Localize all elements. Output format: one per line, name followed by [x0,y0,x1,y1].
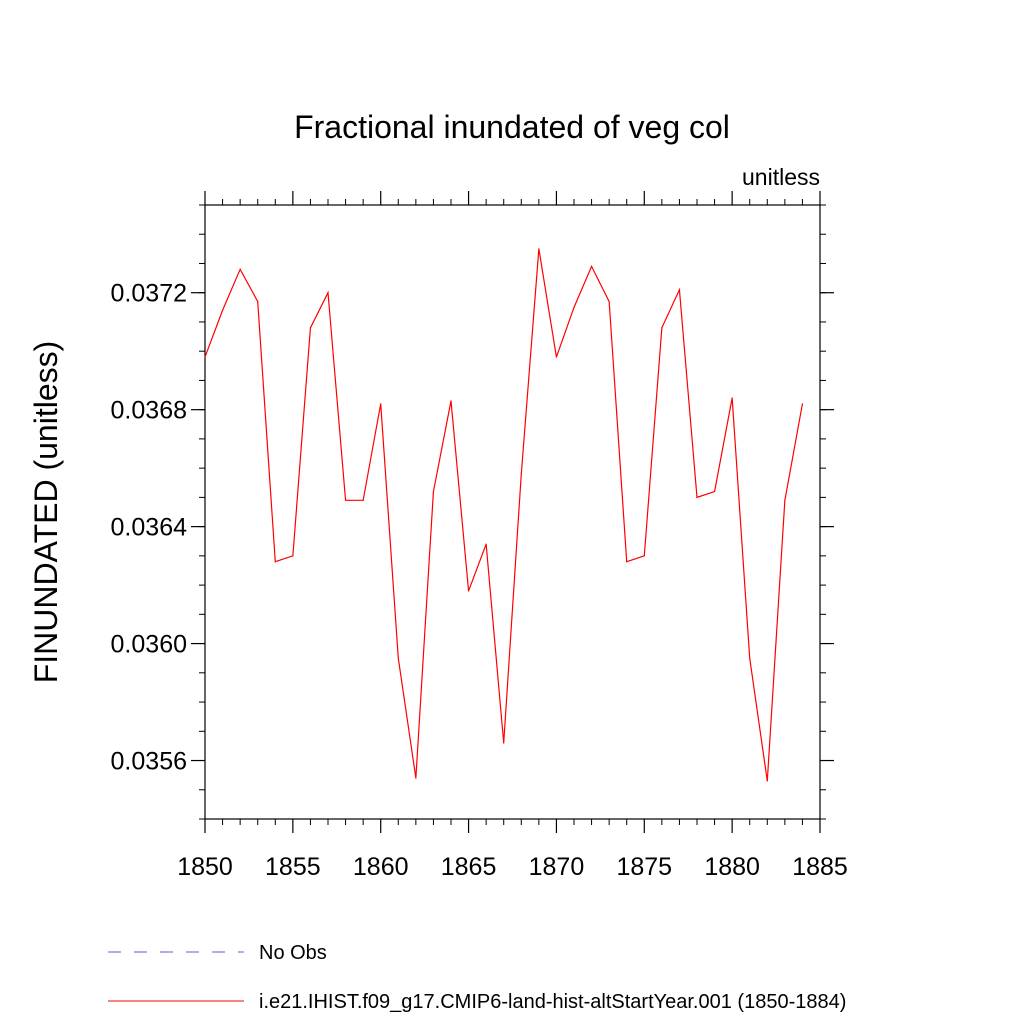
data-point [608,300,610,303]
data-point [696,496,698,498]
data-point [432,490,435,493]
data-point [503,742,505,744]
x-tick-label: 1850 [177,853,233,881]
data-point [362,499,364,501]
data-point [309,327,312,329]
data-point [766,780,768,782]
legend-label: No Obs [259,942,327,964]
x-tick-label: 1870 [529,853,585,881]
data-point [380,403,382,405]
data-point [221,309,224,311]
data-point [731,397,733,399]
x-tick-label: 1875 [616,853,672,881]
data-point [678,289,681,291]
chart-title: Fractional inundated of veg col [294,109,730,145]
data-point [520,473,522,475]
data-point [713,490,716,493]
data-point [415,777,417,779]
x-tick-label: 1860 [353,853,409,881]
y-tick-label: 0.0368 [111,397,187,425]
x-tick-label: 1885 [792,853,848,881]
data-point [450,400,452,402]
x-tick-label: 1855 [265,853,321,881]
data-point [749,657,751,659]
data-point [274,561,276,563]
y-tick-label: 0.0372 [111,280,187,308]
y-axis-label: FINUNDATED (unitless) [28,341,64,684]
data-point [257,300,259,303]
data-point [485,543,487,545]
x-tick-label: 1880 [704,853,760,881]
data-point [555,356,558,358]
data-point [327,292,329,294]
data-point [661,327,663,329]
legend-label: i.e21.IHIST.f09_g17.CMIP6-land-hist-altS… [259,991,846,1013]
y-tick-label: 0.0356 [111,748,187,776]
data-point [590,265,593,267]
data-point [204,356,206,358]
data-point [344,499,347,501]
plot-area [204,204,821,820]
data-point [643,555,645,557]
data-point [538,248,540,250]
data-point [626,561,628,563]
data-point [239,268,241,270]
y-tick-label: 0.0360 [111,631,187,659]
data-point [467,590,470,592]
data-point [801,403,804,405]
series-line [204,248,804,782]
data-point [397,657,399,659]
y-tick-label: 0.0364 [111,514,188,542]
data-point [573,306,575,308]
chart-subtitle: unitless [742,164,820,190]
x-tick-label: 1865 [441,853,497,881]
data-point [784,499,786,501]
data-point [292,555,294,557]
